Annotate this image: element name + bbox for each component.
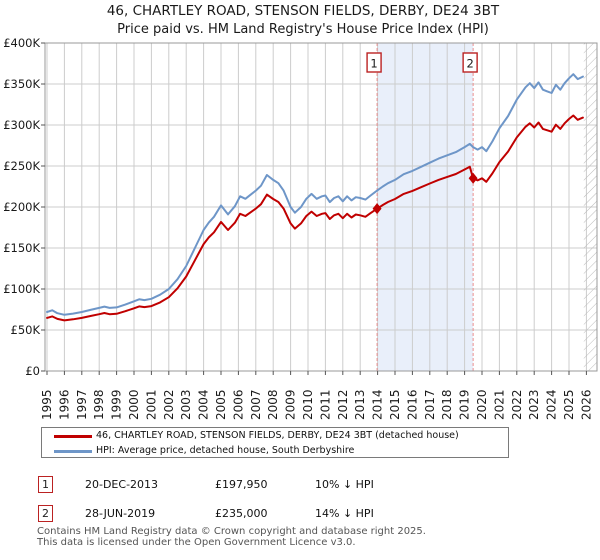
sale-2-number: 2 bbox=[38, 505, 53, 522]
x-tick-label: 2013 bbox=[353, 389, 367, 420]
price-paid-line bbox=[46, 114, 584, 322]
x-tick-label: 2003 bbox=[179, 389, 193, 420]
x-tick-label: 2017 bbox=[423, 389, 437, 420]
footer-line-2: This data is licensed under the Open Gov… bbox=[37, 536, 356, 548]
sale-1-diamond bbox=[372, 203, 382, 215]
x-tick-label: 2019 bbox=[458, 389, 472, 420]
chart-subtitle: Price paid vs. HM Land Registry's House … bbox=[117, 22, 489, 37]
y-tick-label: £400K bbox=[3, 36, 40, 50]
x-tick-label: 2024 bbox=[545, 389, 559, 420]
x-tick-label: 2005 bbox=[214, 389, 228, 420]
x-tick-label: 2009 bbox=[284, 389, 298, 420]
x-tick-label: 2014 bbox=[371, 389, 385, 420]
x-tick-label: 2001 bbox=[144, 389, 158, 420]
x-tick-label: 2016 bbox=[405, 389, 419, 420]
x-tick-label: 2007 bbox=[249, 389, 263, 420]
sale-1-number: 1 bbox=[38, 476, 53, 493]
x-tick-label: 2026 bbox=[579, 389, 593, 420]
x-tick-label: 1995 bbox=[40, 389, 54, 420]
x-tick-label: 2022 bbox=[510, 389, 524, 420]
chart-title: 46, CHARTLEY ROAD, STENSON FIELDS, DERBY… bbox=[107, 3, 500, 19]
x-tick-label: 2002 bbox=[162, 389, 176, 420]
price-line-label: 46, CHARTLEY ROAD, STENSON FIELDS, DERBY… bbox=[96, 430, 459, 441]
x-tick-label: 2010 bbox=[301, 389, 315, 420]
legend-row-price: 46, CHARTLEY ROAD, STENSON FIELDS, DERBY… bbox=[42, 429, 508, 443]
gridlines bbox=[45, 42, 597, 372]
footer-line-1: Contains HM Land Registry data © Crown c… bbox=[37, 526, 426, 537]
x-tick-label: 2021 bbox=[492, 389, 506, 420]
x-tick-label: 1999 bbox=[110, 389, 124, 420]
y-tick-label: £100K bbox=[3, 282, 40, 296]
sale-2-date: 28-JUN-2019 bbox=[85, 507, 156, 520]
y-tick-label: £350K bbox=[3, 77, 40, 91]
axes: £0 £50K £100K £150K £200K £250K £300K £350K £400… bbox=[3, 36, 598, 420]
future-hatch bbox=[583, 43, 597, 371]
hpi-line-label: HPI: Average price, detached house, Sout… bbox=[96, 445, 355, 456]
x-tick-label: 2011 bbox=[318, 389, 332, 420]
y-tick-label: £150K bbox=[3, 241, 40, 255]
sale-1-price: £197,950 bbox=[215, 478, 268, 491]
hpi-line-swatch bbox=[54, 450, 92, 453]
x-tick-label: 1996 bbox=[57, 389, 71, 420]
price-chart: 46, CHARTLEY ROAD, STENSON FIELDS, DERBY… bbox=[3, 3, 598, 420]
x-tick-label: 2018 bbox=[440, 389, 454, 420]
sale-2-vs-hpi: 14% ↓ HPI bbox=[315, 507, 374, 520]
license-footer: Contains HM Land Registry data © Crown c… bbox=[37, 526, 597, 548]
x-tick-label: 2006 bbox=[231, 389, 245, 420]
x-tick-label: 2012 bbox=[336, 389, 350, 420]
x-tick-label: 2023 bbox=[527, 389, 541, 420]
sale-1-flag-number: 1 bbox=[370, 57, 377, 71]
sale-events: 1 20-DEC-2013 £197,950 10% ↓ HPI 2 28-JU… bbox=[38, 476, 578, 526]
price-line-swatch bbox=[54, 435, 92, 438]
x-tick-label: 2004 bbox=[197, 389, 211, 420]
sale-event-row-1: 1 20-DEC-2013 £197,950 10% ↓ HPI bbox=[38, 476, 578, 494]
sale-1-date: 20-DEC-2013 bbox=[85, 478, 159, 491]
x-tick-label: 2025 bbox=[562, 389, 576, 420]
sale-2-diamond bbox=[468, 172, 478, 184]
legend-row-hpi: HPI: Average price, detached house, Sout… bbox=[42, 444, 508, 458]
future-hatch-rect bbox=[583, 43, 597, 371]
sale-1-flag-box bbox=[366, 52, 382, 73]
y-tick-label: £0 bbox=[25, 364, 40, 378]
x-tick-label: 2015 bbox=[388, 389, 402, 420]
y-tick-label: £300K bbox=[3, 118, 40, 132]
sale-2-flag-number: 2 bbox=[466, 57, 473, 71]
x-tick-label: 2008 bbox=[266, 389, 280, 420]
legend: 46, CHARTLEY ROAD, STENSON FIELDS, DERBY… bbox=[41, 427, 509, 458]
y-tick-label: £200K bbox=[3, 200, 40, 214]
series-lines bbox=[46, 73, 584, 322]
sale-1-vs-hpi: 10% ↓ HPI bbox=[315, 478, 374, 491]
x-tick-label: 2020 bbox=[475, 389, 489, 420]
x-tick-label: 1997 bbox=[75, 389, 89, 420]
sale-2-flag-box bbox=[462, 52, 478, 73]
x-tick-label: 2000 bbox=[127, 389, 141, 420]
sale-2-price: £235,000 bbox=[215, 507, 268, 520]
hpi-line bbox=[46, 73, 584, 316]
y-tick-label: £250K bbox=[3, 159, 40, 173]
sale-event-row-2: 2 28-JUN-2019 £235,000 14% ↓ HPI bbox=[38, 505, 578, 523]
y-tick-label: £50K bbox=[11, 323, 41, 337]
x-tick-label: 1998 bbox=[92, 389, 106, 420]
